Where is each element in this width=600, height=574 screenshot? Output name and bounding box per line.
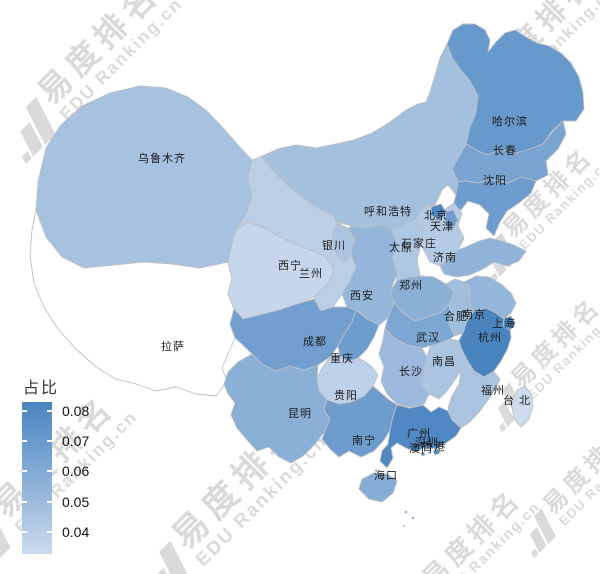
city-label: 澳门: [409, 441, 433, 455]
province-guangdong: [379, 404, 462, 469]
city-label: 合肥: [444, 309, 468, 323]
city-label: 台 北: [503, 393, 531, 407]
city-label: 天津: [430, 220, 454, 233]
region-macau: [420, 451, 426, 457]
province-ningxia: [332, 223, 355, 263]
city-label: 武汉: [416, 331, 440, 344]
province-hunan: [378, 327, 430, 408]
city-label: 沈阳: [483, 173, 507, 187]
city-label: 贵阳: [334, 389, 358, 402]
city-label: 上海: [492, 316, 516, 330]
city-label: 太原: [389, 241, 413, 254]
city-label: 石家庄: [401, 236, 437, 250]
city-label: 重庆: [330, 351, 354, 365]
province-yunnan: [223, 353, 331, 464]
province-shandong: [439, 237, 527, 278]
city-label: 南昌: [432, 355, 456, 368]
city-label: 成都: [303, 335, 327, 348]
city-label: 呼和浩特: [364, 204, 412, 218]
province-xinjiang: [35, 85, 253, 269]
city-label: 西安: [350, 288, 374, 302]
province-shapes: [29, 23, 585, 527]
city-label: 乌鲁木齐: [138, 151, 186, 165]
province-heilongjiang: [446, 23, 585, 156]
city-label: 海口: [374, 468, 398, 482]
city-label: 福州: [481, 383, 505, 397]
city-label: 杭州: [478, 330, 502, 344]
city-label: 广州: [407, 427, 431, 440]
city-label: 兰州: [299, 267, 323, 280]
city-label: 长沙: [399, 365, 423, 378]
city-labels: 乌鲁木齐 哈尔滨 长春 沈阳 呼和浩特 北京 天津 银川 太原 石家庄 济南 西…: [138, 114, 531, 482]
province-hainan: [358, 472, 398, 503]
city-label: 北京: [424, 208, 448, 222]
city-label: 郑州: [399, 278, 423, 292]
city-label: 西宁: [278, 258, 302, 272]
city-label: 长春: [493, 144, 517, 157]
city-label: 南京: [462, 307, 486, 321]
province-fujian: [447, 359, 501, 429]
province-taiwan: [511, 385, 534, 428]
city-label: 香港: [422, 440, 446, 453]
city-label: 济南: [433, 250, 457, 264]
province-liaoning: [452, 176, 537, 237]
south-china-sea-islets: [403, 510, 415, 527]
city-label: 银川: [322, 238, 346, 252]
region-hongkong: [432, 448, 441, 456]
city-label: 南宁: [352, 433, 376, 447]
province-beijing: [430, 203, 447, 221]
city-label: 哈尔滨: [492, 114, 528, 128]
province-tianjin: [444, 209, 459, 232]
province-guangxi: [321, 385, 398, 458]
province-sichuan: [229, 298, 357, 372]
city-label: 拉萨: [161, 339, 185, 353]
city-label: 深圳: [415, 436, 439, 449]
province-xizang: [29, 209, 236, 397]
city-label: 昆明: [288, 407, 312, 420]
